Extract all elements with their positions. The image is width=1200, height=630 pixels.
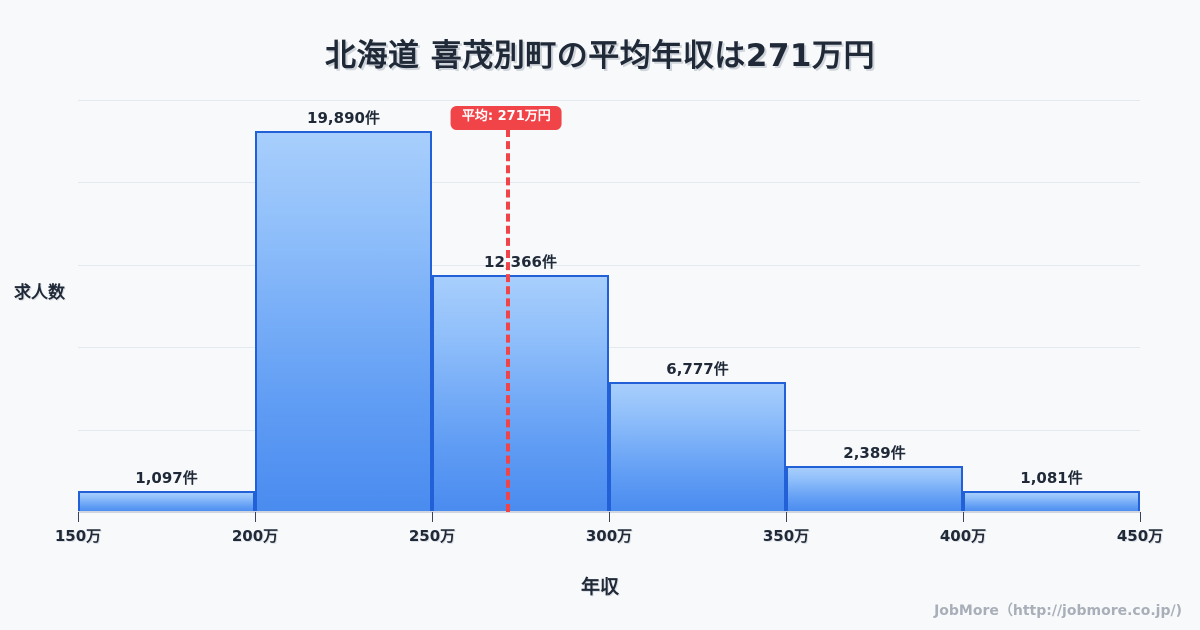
average-badge: 平均: 271万円 bbox=[450, 106, 562, 130]
x-axis-tick-label: 450万 bbox=[1116, 527, 1164, 545]
x-axis-tick-label: 200万 bbox=[231, 527, 279, 545]
x-axis-tick-label: 150万 bbox=[54, 527, 102, 545]
x-axis-tick bbox=[432, 512, 433, 522]
bar[interactable] bbox=[786, 466, 963, 512]
average-line bbox=[506, 129, 511, 512]
gridline bbox=[78, 100, 1140, 101]
x-axis-tick-label: 350万 bbox=[762, 527, 810, 545]
bar-value-label: 1,081件 bbox=[1020, 469, 1083, 488]
bar-value-label: 12,366件 bbox=[484, 253, 557, 272]
bar-value-label: 6,777件 bbox=[666, 360, 729, 379]
bar[interactable] bbox=[963, 491, 1140, 512]
x-axis-tick-label: 250万 bbox=[408, 527, 456, 545]
x-axis-label: 年収 bbox=[580, 576, 619, 598]
bar-value-label: 2,389件 bbox=[843, 444, 906, 463]
x-axis-tick bbox=[1140, 512, 1141, 522]
page-title: 北海道 喜茂別町の平均年収は271万円 bbox=[324, 38, 875, 74]
x-axis-tick bbox=[786, 512, 787, 522]
bar[interactable] bbox=[609, 382, 786, 512]
plot-area: 1,097件 19,890件 12,366件 6,777件 2,389件 1,081件 bbox=[78, 100, 1140, 513]
bar[interactable] bbox=[78, 490, 255, 512]
bar-value-label: 19,890件 bbox=[307, 108, 380, 127]
x-axis-tick bbox=[963, 512, 964, 522]
footer-credit: JobMore（http://jobmore.co.jp/) bbox=[934, 603, 1182, 619]
x-axis-tick-label: 400万 bbox=[939, 527, 987, 545]
x-axis-tick bbox=[255, 512, 256, 522]
gridline bbox=[78, 264, 1140, 266]
gridline bbox=[78, 182, 1140, 184]
bar[interactable] bbox=[255, 130, 432, 512]
x-axis-tick bbox=[78, 512, 79, 522]
bar[interactable] bbox=[432, 275, 609, 512]
y-axis-label: 求人数 bbox=[14, 283, 65, 303]
gridline bbox=[78, 347, 1140, 349]
x-axis-tick-label: 300万 bbox=[585, 527, 633, 545]
bar-value-label: 1,097件 bbox=[135, 468, 198, 487]
x-axis-tick bbox=[609, 512, 610, 522]
